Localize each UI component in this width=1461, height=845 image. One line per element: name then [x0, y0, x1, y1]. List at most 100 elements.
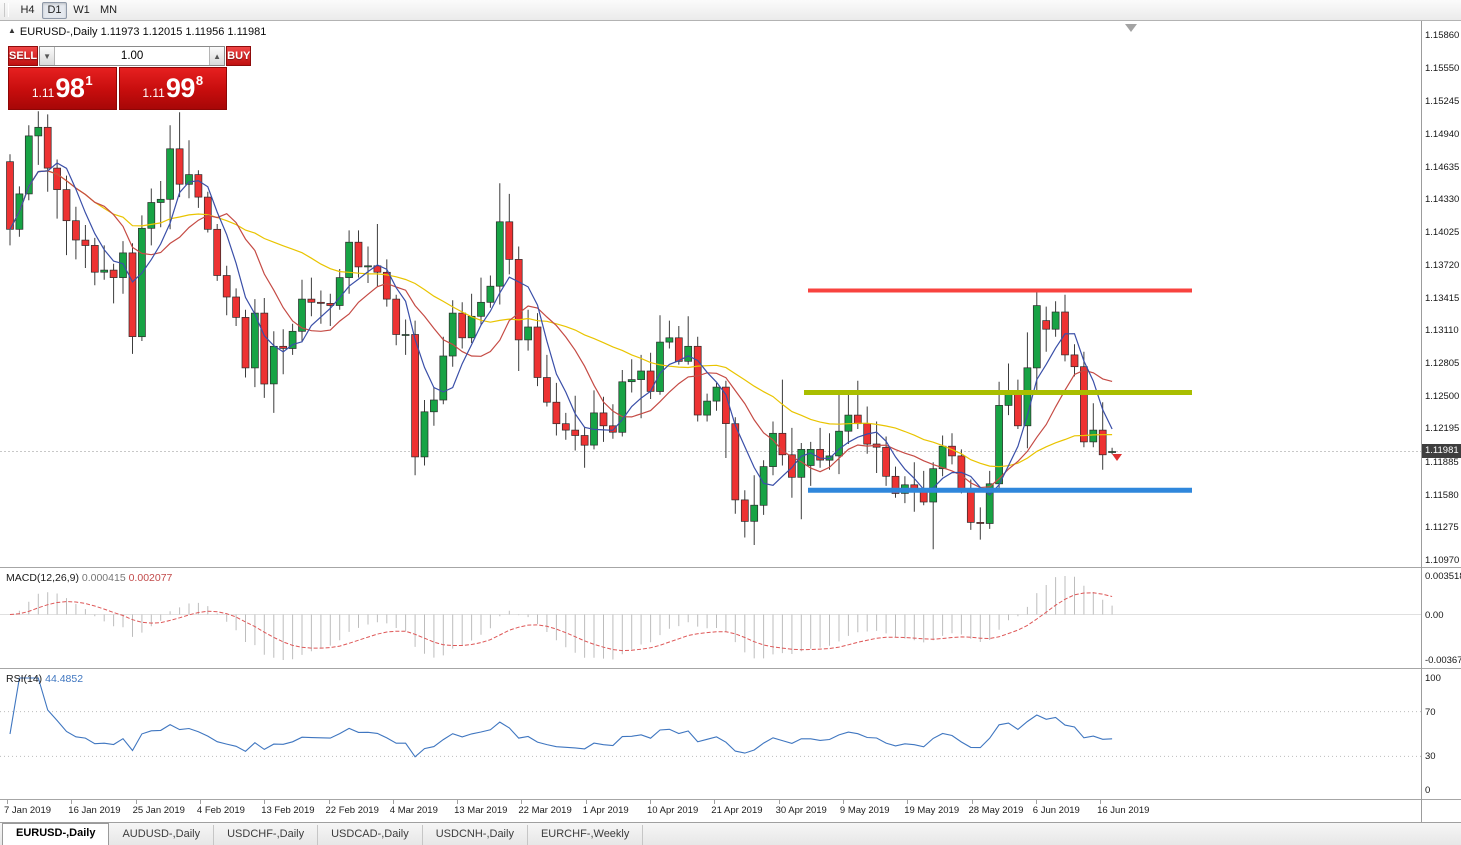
price-axis-tick: 1.14635 [1425, 162, 1460, 173]
buy-button[interactable]: BUY [226, 46, 252, 66]
price-axis-tick: 1.11885 [1425, 457, 1459, 468]
time-axis-tick-mark [7, 800, 8, 804]
volume-increase-button[interactable]: ▲ [209, 47, 225, 65]
rsi-label: RSI(14) 44.4852 [6, 673, 83, 685]
time-axis-label: 22 Feb 2019 [325, 805, 379, 816]
macd-indicator-pane[interactable] [0, 568, 1421, 668]
volume-field: ▼ ▲ [39, 46, 226, 66]
macd-value-signal: 0.002077 [128, 572, 173, 584]
rsi-axis-tick: 100 [1425, 673, 1441, 684]
chart-shift-marker-icon[interactable] [1125, 24, 1137, 32]
timeframe-button-w1[interactable]: W1 [73, 4, 90, 16]
buy-price-figure: 1.11 [142, 86, 165, 100]
time-axis-label: 13 Mar 2019 [454, 805, 508, 816]
one-click-trading-panel: SELL ▼ ▲ BUY 1.11 98 1 1.11 99 8 [8, 46, 252, 110]
time-axis-label: 9 May 2019 [839, 805, 890, 816]
time-axis-tick-mark [264, 800, 266, 804]
volume-decrease-button[interactable]: ▼ [40, 47, 56, 65]
chart-window: 1.15860 1.15550 1.15245 1.14940 1.14635 1.143… [0, 21, 1461, 822]
macd-signal-line [9, 592, 1113, 652]
time-axis-label: 30 Apr 2019 [775, 805, 827, 816]
price-axis-tick: 1.14330 [1425, 194, 1460, 205]
time-axis-tick-mark [1100, 800, 1102, 804]
time-axis-tick-mark [328, 800, 330, 804]
toolbar-grip[interactable] [4, 3, 9, 17]
timeframe-button-mn[interactable]: MN [99, 4, 118, 16]
chart-header: ▲ EURUSD-,Daily 1.11973 1.12015 1.11956 1… [8, 26, 266, 38]
timeframe-button-d1[interactable]: D1 [42, 1, 67, 19]
time-axis-tick-mark [907, 800, 909, 804]
time-axis-tick-mark [457, 800, 459, 804]
buy-price-pips: 99 [165, 73, 196, 103]
volume-input[interactable] [55, 47, 210, 65]
chart-tab-eurusd-daily[interactable]: EURUSD-,Daily [2, 823, 110, 845]
price-axis-tick: 1.15245 [1425, 96, 1460, 107]
time-axis-label: 28 May 2019 [968, 805, 1024, 816]
sell-button[interactable]: SELL [8, 46, 39, 66]
rsi-axis-tick: 70 [1425, 707, 1436, 718]
top-toolbar: H4 D1 W1 MN [0, 0, 1461, 21]
pane-splitter[interactable] [0, 799, 1461, 800]
chart-title: EURUSD-,Daily 1.11973 1.12015 1.11956 1.… [19, 26, 267, 38]
time-axis-tick-mark [778, 800, 780, 804]
time-axis-tick-mark [650, 800, 651, 804]
price-axis-tick: 1.13720 [1425, 260, 1460, 271]
candle-wicks [9, 111, 1113, 550]
chart-tab-eurchf-weekly[interactable]: EURCHF-,Weekly [528, 825, 644, 845]
time-axis-tick-mark [842, 800, 844, 804]
time-axis-label: 6 Jun 2019 [1032, 805, 1080, 816]
macd-value-main: 0.000415 [81, 572, 126, 584]
price-axis-tick: 1.12805 [1425, 358, 1460, 369]
time-axis-tick-mark [71, 800, 73, 804]
time-axis-label: 13 Feb 2019 [261, 805, 315, 816]
pane-splitter[interactable] [0, 668, 1461, 669]
price-axis-tick: 1.10970 [1425, 555, 1460, 566]
macd-axis-tick: 0.00 [1425, 610, 1444, 621]
macd-label: MACD(12,26,9) 0.000415 0.002077 [6, 572, 172, 584]
time-axis-label: 7 Jan 2019 [4, 805, 52, 816]
time-axis-tick-mark [392, 800, 394, 804]
chart-tab-usdchf-daily[interactable]: USDCHF-,Daily [214, 825, 319, 845]
rsi-line [9, 677, 1113, 758]
price-axis-tick: 1.13415 [1425, 293, 1460, 304]
price-scale-border [1421, 21, 1422, 822]
ma-fast-line [9, 162, 1113, 496]
buy-price-panel[interactable]: 1.11 99 8 [118, 67, 227, 110]
price-scale[interactable]: 1.15860 1.15550 1.15245 1.14940 1.14635 1.143… [1422, 21, 1461, 822]
ma-mid-line [9, 170, 1113, 489]
tick-down-arrow-icon [1112, 454, 1122, 461]
time-axis-tick-mark [714, 800, 716, 804]
sell-price-point: 1 [85, 73, 93, 88]
chart-tab-usdcnh-daily[interactable]: USDCNH-,Daily [423, 825, 528, 845]
chart-tab-usdcad-daily[interactable]: USDCAD-,Daily [318, 825, 423, 845]
rsi-axis-tick: 0 [1425, 785, 1431, 796]
time-axis-label: 16 Jun 2019 [1097, 805, 1150, 816]
time-axis-label: 16 Jan 2019 [68, 805, 121, 816]
time-axis-label: 19 May 2019 [904, 805, 960, 816]
pane-splitter[interactable] [0, 567, 1461, 568]
time-axis-label: 21 Apr 2019 [711, 805, 763, 816]
price-axis-tick: 1.15860 [1425, 30, 1460, 41]
time-axis-label: 4 Mar 2019 [389, 805, 438, 816]
chart-tab-audusd-daily[interactable]: AUDUSD-,Daily [109, 825, 215, 845]
buy-price-point: 8 [195, 73, 204, 88]
price-axis-tick: 1.11580 [1425, 490, 1459, 501]
trade-panel-toggle-icon[interactable]: ▲ [8, 26, 16, 35]
macd-axis-tick: -0.00367 [1425, 655, 1461, 666]
rsi-value: 44.4852 [45, 673, 84, 685]
time-axis-label: 4 Feb 2019 [196, 805, 245, 816]
ma-slow-line [9, 170, 1113, 468]
price-axis-tick: 1.14025 [1425, 227, 1460, 238]
rsi-indicator-pane[interactable] [0, 669, 1421, 799]
sell-price-panel[interactable]: 1.11 98 1 [8, 67, 117, 110]
timeframe-button-h4[interactable]: H4 [20, 4, 35, 16]
time-scale[interactable]: 7 Jan 2019 16 Jan 2019 25 Jan 2019 4 Feb 20… [0, 800, 1421, 822]
price-chart-pane[interactable] [0, 21, 1421, 567]
timeframe-group: H4 D1 W1 MN [15, 1, 121, 19]
price-axis-tick: 1.15550 [1425, 63, 1460, 74]
price-axis-tick: 1.11275 [1425, 522, 1459, 533]
time-axis-tick-mark [135, 800, 137, 804]
time-axis-label: 25 Jan 2019 [132, 805, 185, 816]
price-axis-tick: 1.12500 [1425, 391, 1460, 402]
macd-axis-tick: 0.003518 [1425, 571, 1461, 582]
